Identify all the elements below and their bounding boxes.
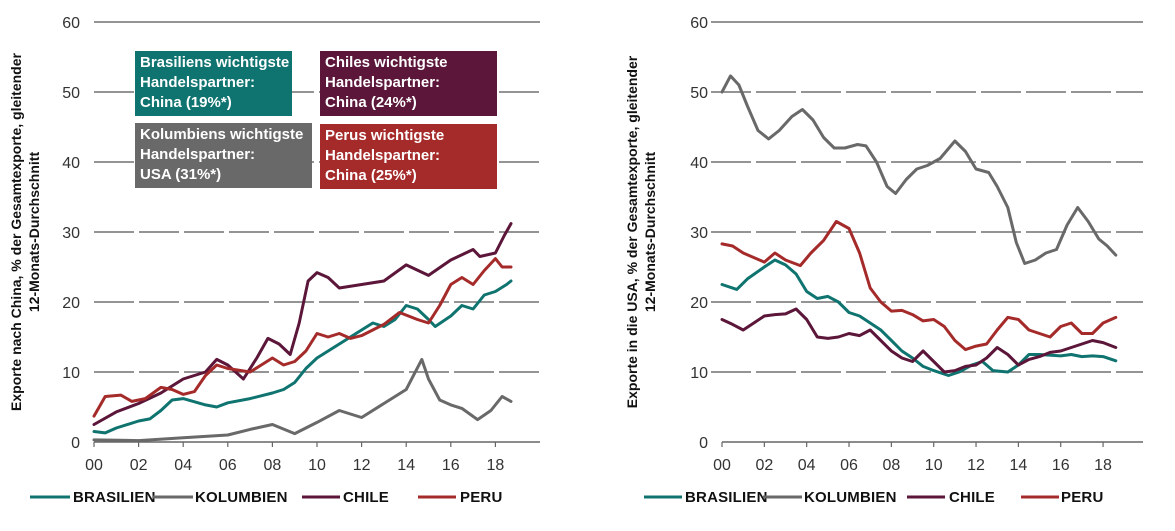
left-x-tick-label: 02 [130,457,148,474]
left-legend: BRASILIEN KOLUMBIEN CHILE PERU [30,489,502,506]
right-y-tick-label: 20 [690,295,708,312]
annotation-brasilien: Brasiliens wichtigste Handelspartner: Ch… [135,51,292,116]
left-x-tick-label: 00 [85,457,103,474]
left-legend-label-kolumbien: KOLUMBIEN [195,489,288,506]
right-y-axis-label-line1: Exporte in die USA, % der Gesamtexporte,… [624,55,640,408]
annotation-kolumbien-line3: USA (31%*) [140,166,222,183]
annotation-chile: Chiles wichtigste Handelspartner: China … [320,51,497,116]
annotation-brasilien-line1: Brasiliens wichtigste [140,54,290,71]
left-x-tick-label: 12 [353,457,371,474]
right-line-kolumbien [720,74,1118,265]
right-y-tick-label: 50 [690,85,708,102]
left-x-tick-label: 16 [442,457,460,474]
right-x-tick-label: 08 [882,457,900,474]
annotation-peru-line3: China (25%*) [325,167,417,184]
left-y-tick-label: 30 [62,225,80,242]
right-y-tick-label: 30 [690,225,708,242]
right-y-tick-label: 10 [690,365,708,382]
right-legend-label-brasilien: BRASILIEN [685,489,768,506]
annotation-brasilien-line2: Handelspartner: [140,74,256,91]
left-line-brasilien [92,279,513,435]
right-gridlines [711,21,1143,373]
annotation-chile-line2: Handelspartner: [325,74,441,91]
left-line-chile [92,222,513,426]
china-exports-chart: 00 02 04 06 08 10 12 14 16 18 0 10 20 30 40 50 60 Expor… [8,15,540,506]
right-y-tick-label: 0 [699,435,708,452]
annotation-chile-line1: Chiles wichtigste [325,54,448,71]
annotation-kolumbien-line1: Kolumbiens wichtigste [140,126,304,143]
right-y-tick-label: 40 [690,155,708,172]
left-line-kolumbien [92,357,513,443]
left-legend-label-peru: PERU [460,489,502,506]
right-x-tick-label: 10 [925,457,943,474]
left-x-tick-label: 14 [397,457,415,474]
right-x-tick-label: 04 [798,457,816,474]
annotation-brasilien-line3: China (19%*) [140,94,232,111]
right-y-axis-label-line2: 12-Monats-Durchschnitt [642,152,658,313]
annotation-kolumbien: Kolumbiens wichtigste Handelspartner: US… [135,123,312,188]
annotation-peru: Perus wichtigste Handelspartner: China (… [320,124,497,189]
left-legend-label-brasilien: BRASILIEN [73,489,156,506]
right-legend: BRASILIEN KOLUMBIEN CHILE PERU [644,489,1103,506]
right-y-tick-label: 60 [690,15,708,32]
left-series-lines [92,222,513,443]
left-x-tick-label: 10 [308,457,326,474]
left-x-tick-label: 08 [264,457,282,474]
left-y-tick-label: 40 [62,155,80,172]
left-y-tick-label: 20 [62,295,80,312]
right-x-tick-label: 06 [840,457,858,474]
left-legend-label-chile: CHILE [343,489,389,506]
right-legend-label-peru: PERU [1061,489,1103,506]
left-y-axis-label-line2: 12-Monats-Durchschnitt [26,152,42,313]
left-x-axis: 00 02 04 06 08 10 12 14 16 18 [85,441,540,474]
right-y-axis: 0 10 20 30 40 50 60 [690,15,708,452]
left-y-axis-label-line1: Exporte nach China, % der Gesamtexporte,… [8,53,24,411]
right-x-axis: 00 02 04 06 08 10 12 14 16 18 [713,441,1143,474]
annotation-peru-line1: Perus wichtigste [325,127,445,144]
right-x-tick-label: 00 [713,457,731,474]
usa-exports-chart: 00 02 04 06 08 10 12 14 16 18 0 10 20 30 40 50 60 Expor… [624,15,1143,506]
right-line-chile [720,307,1118,374]
right-x-tick-label: 12 [967,457,985,474]
left-line-peru [92,257,513,418]
right-legend-label-chile: CHILE [949,489,995,506]
annotation-peru-line2: Handelspartner: [325,147,441,164]
right-series-lines [720,74,1118,377]
left-y-tick-label: 0 [71,435,80,452]
left-y-axis: 0 10 20 30 40 50 60 [62,15,80,452]
right-x-tick-label: 18 [1094,457,1112,474]
right-legend-label-kolumbien: KOLUMBIEN [804,489,897,506]
annotation-chile-line3: China (24%*) [325,94,417,111]
right-x-tick-label: 14 [1009,457,1027,474]
left-y-tick-label: 50 [62,85,80,102]
left-x-tick-label: 06 [219,457,237,474]
annotation-kolumbien-line2: Handelspartner: [140,146,256,163]
right-x-tick-label: 16 [1052,457,1070,474]
left-x-tick-label: 18 [487,457,505,474]
right-line-peru [720,220,1118,352]
right-x-tick-label: 02 [755,457,773,474]
left-y-tick-label: 60 [62,15,80,32]
left-y-tick-label: 10 [62,365,80,382]
left-x-tick-label: 04 [174,457,192,474]
